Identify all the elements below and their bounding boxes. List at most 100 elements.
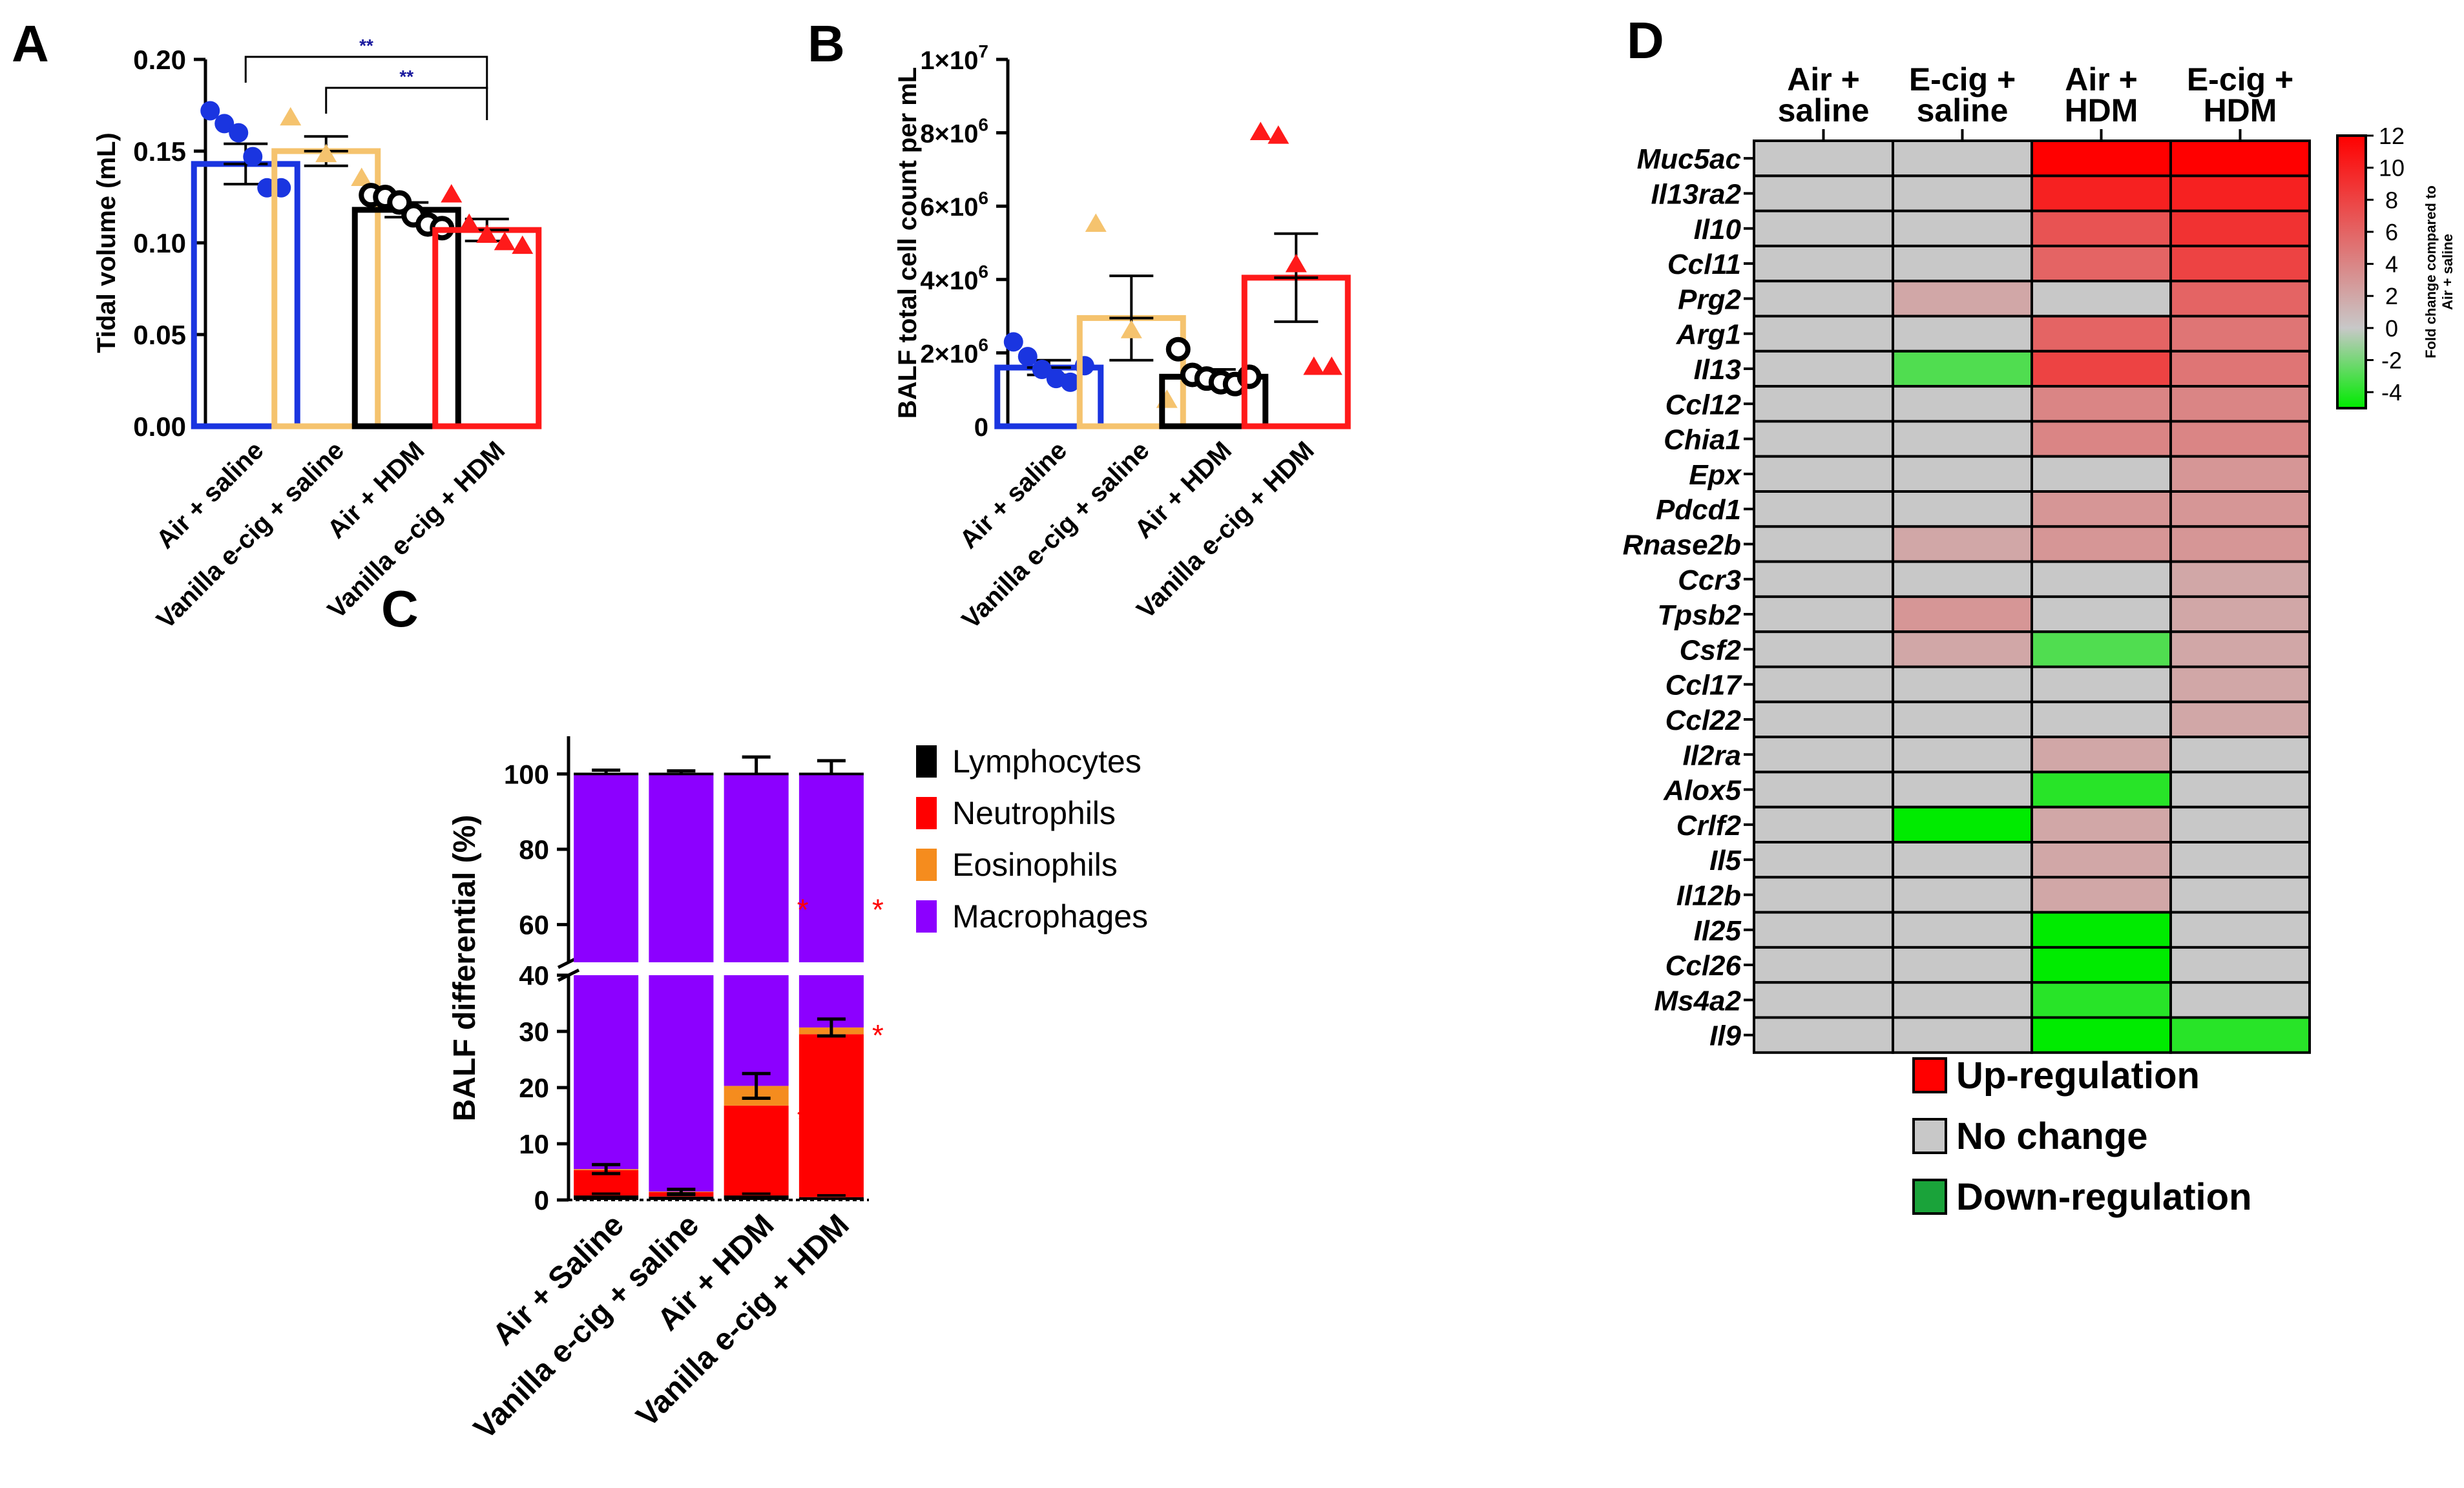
cell-il2ra-e-cig-hdm (2169, 736, 2311, 774)
cell-il12b-air-hdm (2031, 876, 2172, 914)
data-point-air-hdm (387, 190, 412, 215)
legend-label-neutrophils: Neutrophils (952, 795, 1116, 831)
data-point-vanilla-e-cig-saline (1085, 213, 1107, 232)
cell-muc5ac-air-saline (1753, 140, 1894, 178)
bar-vanilla-e-cig-hdm (432, 227, 542, 429)
cell-il9-air-saline (1753, 1016, 1894, 1054)
data-point-vanilla-e-cig-hdm (476, 224, 498, 243)
data-point-air-saline (1003, 332, 1023, 352)
significance-label: ** (399, 67, 413, 87)
y-tick-label: 0.20 (133, 45, 186, 75)
y-tick-label: 6×106 (920, 188, 988, 222)
significance-star: * (872, 1018, 884, 1052)
data-point-vanilla-e-cig-hdm (1249, 121, 1271, 140)
cell-prg2-air-hdm (2031, 280, 2172, 318)
y-tick-label: 0 (534, 1185, 549, 1215)
legend-label-no-change: No change (1956, 1115, 2148, 1157)
cell-ccl26-air-hdm (2031, 946, 2172, 984)
cell-arg1-e-cig-saline (1892, 315, 2033, 353)
cell-ccl12-air-hdm (2031, 385, 2172, 423)
legend-swatch-no-change (1912, 1118, 1947, 1154)
column-header-air-hdm-line1: Air + (2065, 61, 2138, 98)
cell-ccl11-e-cig-saline (1892, 244, 2033, 283)
cell-il13-air-saline (1753, 349, 1894, 388)
stack-macrophages-vanilla-e-cig-hdm (799, 774, 864, 962)
row-label-il13ra2: Il13ra2 (1651, 178, 1742, 210)
data-point-air-saline (243, 147, 263, 167)
cell-ccr3-air-hdm (2031, 560, 2172, 598)
legend-swatch-eosinophils (916, 849, 937, 881)
significance-star: * (797, 893, 809, 927)
cell-ccl12-air-saline (1753, 385, 1894, 423)
legend-swatch-up-regulation (1912, 1057, 1947, 1093)
cell-il10-air-saline (1753, 209, 1894, 247)
row-label-il25: Il25 (1694, 915, 1742, 947)
row-label-ccl12: Ccl12 (1665, 389, 1742, 420)
cell-il5-e-cig-saline (1892, 841, 2033, 879)
cell-alox5-e-cig-saline (1892, 770, 2033, 809)
colorbar-tick-label: -4 (2381, 379, 2402, 406)
cell-muc5ac-e-cig-saline (1892, 140, 2033, 178)
data-point-air-saline (1060, 372, 1080, 392)
cell-rnase2b-air-hdm (2031, 525, 2172, 563)
legend-swatch-lymphocytes (916, 745, 937, 778)
data-point-vanilla-e-cig-saline (1120, 320, 1142, 338)
colorbar-tick-label: -2 (2381, 347, 2402, 374)
cell-ccl26-e-cig-hdm (2169, 946, 2311, 984)
row-label-alox5: Alox5 (1663, 775, 1741, 807)
bar-air-hdm (351, 207, 461, 429)
colorbar-tick-label: 10 (2379, 155, 2405, 181)
y-tick-label: 0 (974, 413, 988, 442)
data-point-vanilla-e-cig-hdm (1285, 253, 1307, 273)
cell-il13ra2-e-cig-hdm (2169, 174, 2311, 212)
cell-ccl17-e-cig-hdm (2169, 665, 2311, 703)
cell-il10-air-hdm (2031, 209, 2172, 247)
data-point-vanilla-e-cig-saline (351, 167, 373, 186)
cell-csf2-e-cig-hdm (2169, 630, 2311, 668)
data-point-air-saline (229, 123, 249, 143)
cell-il25-air-hdm (2031, 911, 2172, 949)
cell-ccl11-air-saline (1753, 244, 1894, 283)
cell-arg1-air-hdm (2031, 315, 2172, 353)
colorbar-tick-label: 0 (2385, 315, 2398, 342)
y-tick-label: 0.10 (133, 228, 186, 258)
row-label-ccl26: Ccl26 (1665, 950, 1742, 982)
y-tick-label: 0.05 (133, 320, 186, 350)
data-point-vanilla-e-cig-hdm (458, 213, 480, 232)
cell-pdcd1-air-saline (1753, 490, 1894, 528)
cell-ccr3-air-saline (1753, 560, 1894, 598)
cell-rnase2b-e-cig-saline (1892, 525, 2033, 563)
stack-neutrophils-air-hdm (724, 1105, 789, 1196)
significance-bracket (244, 56, 488, 89)
cell-rnase2b-e-cig-hdm (2169, 525, 2311, 563)
cell-ccl11-e-cig-hdm (2169, 244, 2311, 283)
row-label-epx: Epx (1689, 459, 1742, 491)
row-label-ms4a2: Ms4a2 (1654, 985, 1741, 1017)
cell-chia1-air-hdm (2031, 420, 2172, 458)
data-point-air-saline (1032, 359, 1052, 379)
cell-csf2-air-hdm (2031, 630, 2172, 668)
row-label-ccl22: Ccl22 (1665, 705, 1742, 736)
row-label-ccl17: Ccl17 (1665, 670, 1743, 701)
cell-prg2-e-cig-hdm (2169, 280, 2311, 318)
cell-muc5ac-e-cig-hdm (2169, 140, 2311, 178)
cell-il13-air-hdm (2031, 349, 2172, 388)
significance-bracket (325, 87, 488, 120)
cell-pdcd1-e-cig-hdm (2169, 490, 2311, 528)
cell-il2ra-air-saline (1753, 736, 1894, 774)
y-axis-label: BALF total cell count per mL (893, 67, 922, 418)
cell-il9-air-hdm (2031, 1016, 2172, 1054)
y-tick-label: 30 (519, 1017, 549, 1047)
panel-label-c: C (381, 580, 419, 637)
cell-chia1-e-cig-saline (1892, 420, 2033, 458)
cell-alox5-e-cig-hdm (2169, 770, 2311, 809)
y-tick-label: 80 (519, 834, 549, 865)
column-header-air-saline-line1: Air + (1787, 61, 1860, 98)
cell-il25-e-cig-saline (1892, 911, 2033, 949)
cell-prg2-e-cig-saline (1892, 280, 2033, 318)
y-tick-label: 60 (519, 910, 549, 940)
